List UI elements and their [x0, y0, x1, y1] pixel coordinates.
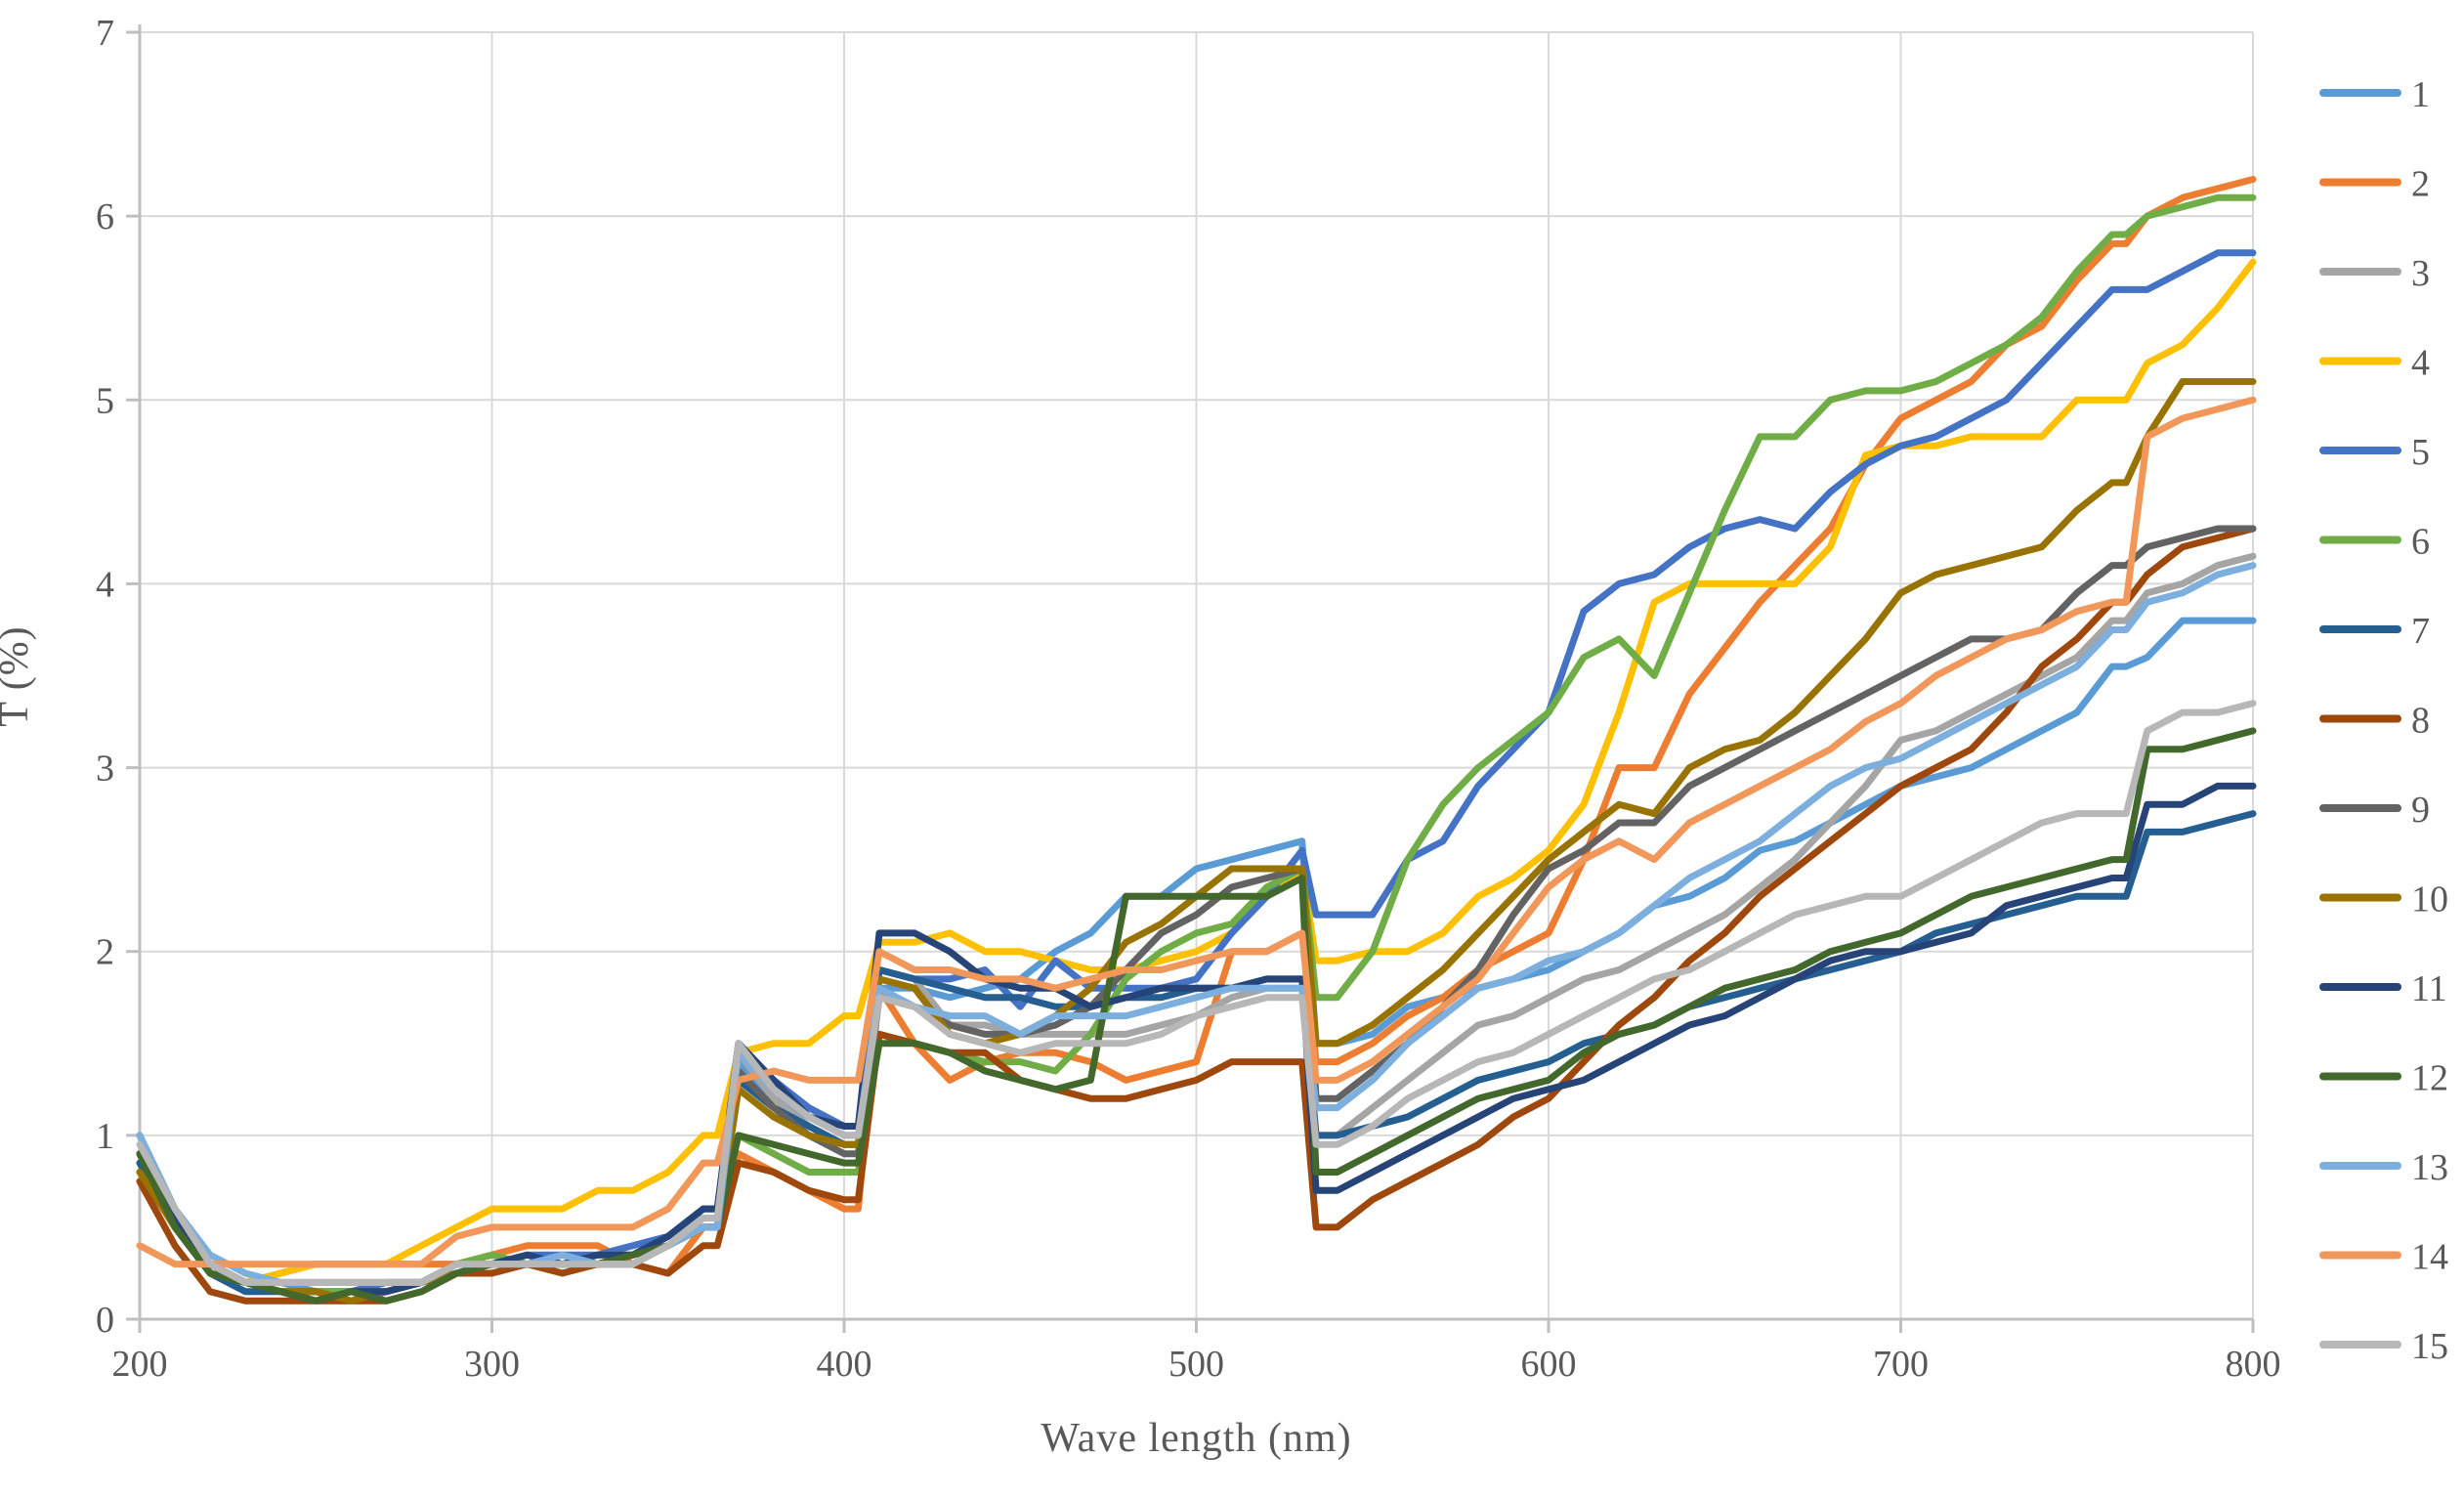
series-line-14 — [136, 396, 2257, 1268]
y-tick-label-3: 3 — [96, 749, 114, 790]
x-tick-label-400: 400 — [817, 1344, 872, 1385]
series-line-2 — [136, 176, 2257, 1286]
legend-label-4: 4 — [2411, 343, 2430, 384]
series-line-11 — [136, 782, 2257, 1305]
x-tick-label-600: 600 — [1521, 1344, 1577, 1385]
x-axis-title: Wave length (nm) — [1041, 1416, 1352, 1461]
y-tick-label-2: 2 — [96, 932, 114, 973]
series-line-15 — [136, 700, 2257, 1286]
x-tick-label-800: 800 — [2226, 1344, 2281, 1385]
legend-label-5: 5 — [2411, 432, 2430, 473]
y-axis-title: T (%) — [0, 625, 37, 726]
legend-label-10: 10 — [2411, 879, 2448, 921]
legend-label-9: 9 — [2411, 790, 2430, 831]
legend-label-13: 13 — [2411, 1147, 2448, 1188]
legend-label-15: 15 — [2411, 1326, 2448, 1367]
legend-label-12: 12 — [2411, 1058, 2448, 1099]
legend-label-11: 11 — [2411, 968, 2447, 1009]
x-tick-label-200: 200 — [112, 1344, 168, 1385]
y-tick-label-4: 4 — [96, 564, 114, 605]
y-tick-label-5: 5 — [96, 380, 114, 421]
x-tick-label-700: 700 — [1873, 1344, 1929, 1385]
y-tick-label-7: 7 — [96, 13, 114, 54]
y-tick-label-6: 6 — [96, 196, 114, 237]
x-tick-label-300: 300 — [464, 1344, 520, 1385]
legend-label-14: 14 — [2411, 1237, 2448, 1278]
legend-label-1: 1 — [2411, 74, 2430, 115]
y-tick-label-1: 1 — [96, 1116, 114, 1157]
y-tick-label-0: 0 — [96, 1300, 114, 1341]
legend-label-6: 6 — [2411, 522, 2430, 563]
legend-label-2: 2 — [2411, 164, 2430, 205]
x-tick-label-500: 500 — [1168, 1344, 1224, 1385]
legend-label-7: 7 — [2411, 611, 2430, 652]
legend-label-3: 3 — [2411, 253, 2430, 294]
legend-label-8: 8 — [2411, 701, 2430, 742]
